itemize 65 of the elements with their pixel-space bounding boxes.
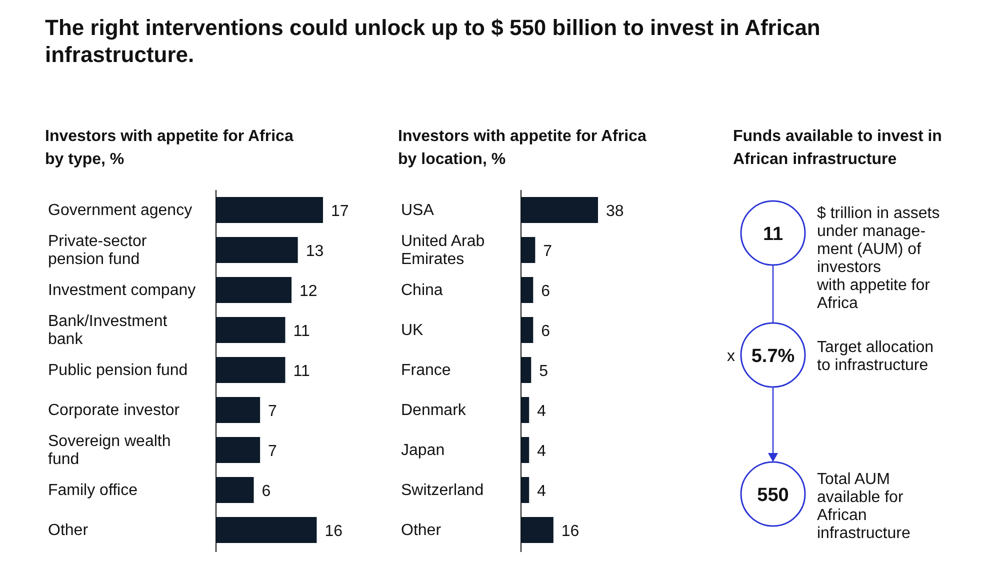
bar bbox=[521, 237, 536, 263]
bar bbox=[521, 477, 530, 503]
data-label: 4 bbox=[537, 443, 546, 460]
bar bbox=[521, 197, 598, 223]
y-tick-label: Corporate investor bbox=[48, 402, 180, 419]
y-tick-label: Investment company bbox=[48, 282, 196, 299]
bar bbox=[521, 357, 532, 383]
data-label: 6 bbox=[262, 483, 271, 500]
text: Funds available to invest in African infrastructure bbox=[733, 128, 942, 168]
category-label: Target allocation to infrastructure bbox=[817, 339, 934, 374]
bar bbox=[521, 397, 530, 423]
data-label: 550 bbox=[757, 485, 789, 506]
bar bbox=[216, 357, 286, 383]
data-label: 7 bbox=[543, 243, 552, 260]
y-tick-label: UK bbox=[401, 322, 424, 339]
bar bbox=[216, 437, 260, 463]
y-tick-label: United Arab Emirates bbox=[401, 233, 485, 268]
bar bbox=[521, 437, 530, 463]
data-label: 6 bbox=[541, 323, 550, 340]
y-tick-label: Private-sector pension fund bbox=[48, 233, 148, 268]
data-label: 5 bbox=[539, 363, 548, 380]
y-tick-label: Other bbox=[401, 522, 442, 539]
y-tick-label: Government agency bbox=[48, 202, 192, 219]
bar bbox=[521, 277, 534, 303]
y-tick-label: Japan bbox=[401, 442, 445, 459]
category-label: Total AUM available for African infrastructure bbox=[817, 471, 910, 542]
bar bbox=[216, 277, 292, 303]
bar bbox=[521, 517, 554, 543]
data-label: 12 bbox=[300, 283, 318, 300]
data-label: 16 bbox=[561, 523, 580, 540]
data-label: 7 bbox=[268, 403, 278, 420]
y-tick-label: Denmark bbox=[401, 402, 467, 419]
y-tick-label: Public pension fund bbox=[48, 362, 188, 379]
data-label: 6 bbox=[541, 283, 550, 300]
y-tick-label: Bank/Investment bank bbox=[48, 313, 168, 348]
category-label: $ trillion in assets under manage- ment (AUM) of investors with appetite for Africa bbox=[816, 205, 940, 312]
data-label: 4 bbox=[537, 483, 546, 500]
y-tick-label: France bbox=[401, 362, 451, 379]
text: x bbox=[727, 348, 735, 365]
y-tick-label: USA bbox=[401, 202, 434, 219]
chart-subtitle: Investors with appetite for Africa by type, % bbox=[45, 128, 294, 168]
bar bbox=[216, 397, 260, 423]
data-label: 11 bbox=[293, 323, 310, 340]
data-label: 11 bbox=[762, 224, 784, 245]
bar bbox=[521, 317, 534, 343]
chart-title: Investors with appetite for Africa by location, % bbox=[398, 128, 646, 168]
y-tick-label: Family office bbox=[48, 482, 138, 499]
bar bbox=[216, 197, 323, 223]
data-label: 4 bbox=[537, 403, 546, 420]
data-label: 38 bbox=[606, 203, 624, 220]
data-label: 16 bbox=[324, 523, 343, 540]
y-tick-label: Other bbox=[48, 522, 89, 539]
y-tick-label: Sovereign wealth fund bbox=[48, 433, 171, 468]
y-tick-label: China bbox=[401, 282, 443, 299]
bar bbox=[216, 237, 298, 263]
bar bbox=[216, 517, 317, 543]
data-label: 7 bbox=[268, 443, 278, 460]
data-label: 17 bbox=[331, 203, 349, 220]
bar bbox=[216, 477, 254, 503]
bar bbox=[216, 317, 286, 343]
data-label: 13 bbox=[306, 243, 324, 260]
data-label: 11 bbox=[293, 363, 310, 380]
data-label: 5.7% bbox=[751, 346, 795, 367]
y-tick-label: Switzerland bbox=[401, 482, 484, 499]
text: The right interventions could unlock up to $ 550 billion to invest in African infrastructure. bbox=[45, 15, 820, 67]
